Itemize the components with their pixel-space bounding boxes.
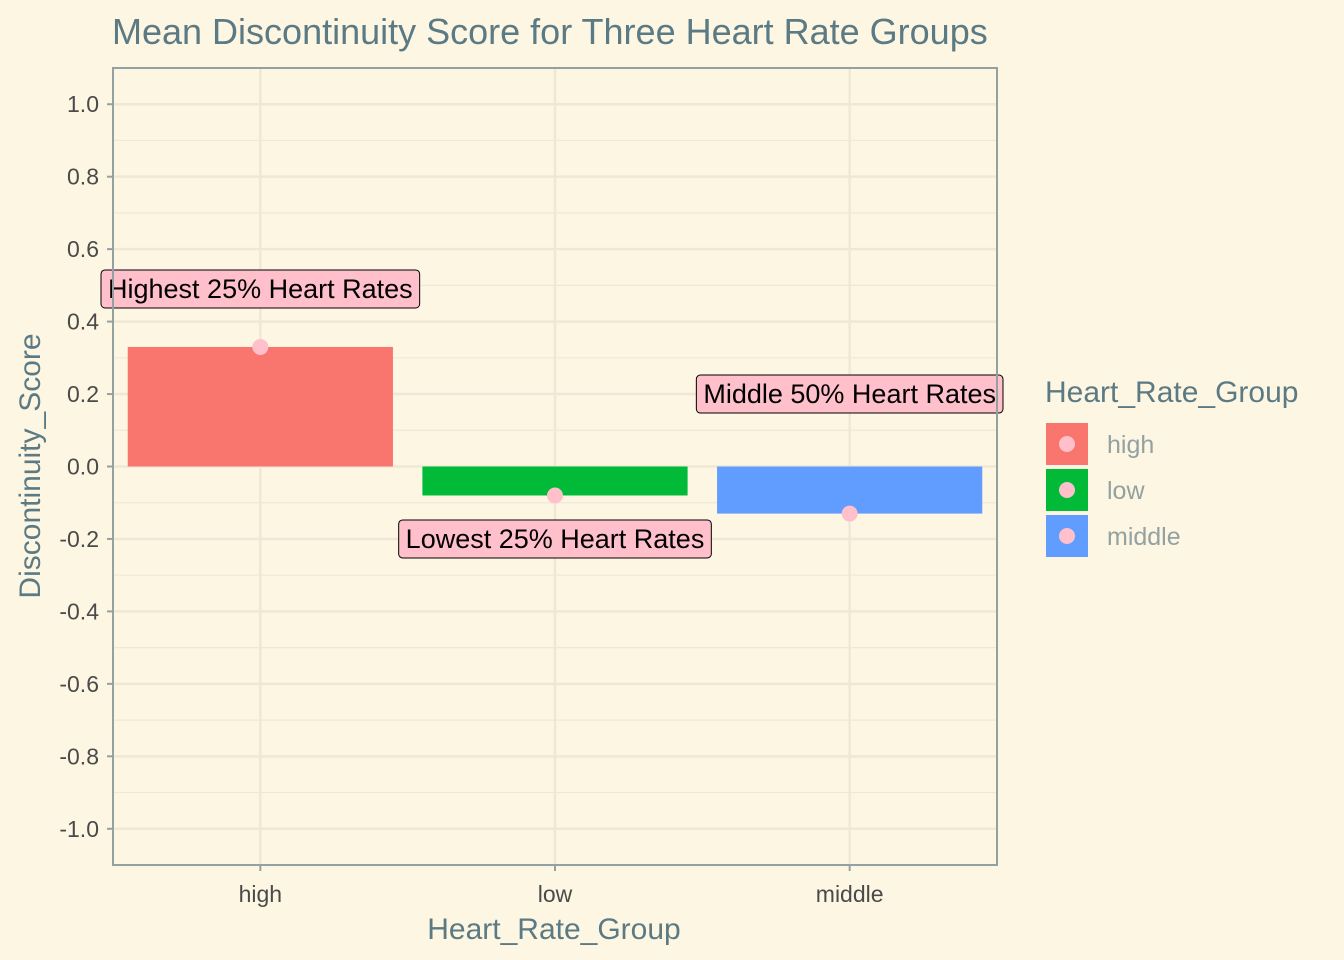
y-tick-label: 0.2 — [67, 381, 99, 407]
annotation-box — [100, 269, 421, 309]
annotation-text: Highest 25% Heart Rates — [108, 274, 413, 304]
legend-label: middle — [1107, 523, 1181, 551]
y-tick-label: 0.6 — [67, 236, 99, 262]
x-tick-label: middle — [816, 881, 884, 907]
point-high — [252, 338, 269, 355]
legend-key-point — [1059, 436, 1075, 452]
x-tick-label: low — [538, 881, 573, 907]
annotation-box — [398, 519, 712, 559]
y-tick-label: 0.8 — [67, 164, 99, 190]
legend-key-point — [1059, 482, 1075, 498]
y-tick-label: 0.4 — [67, 309, 99, 335]
legend-label: low — [1107, 477, 1145, 505]
y-tick-label: -0.4 — [59, 598, 99, 624]
chart-title: Mean Discontinuity Score for Three Heart… — [112, 11, 988, 52]
y-tick-label: 0.0 — [67, 454, 99, 480]
bar-high — [127, 346, 393, 467]
panel-border — [112, 67, 998, 866]
annotation-label: Lowest 25% Heart Rates — [398, 519, 712, 559]
annotation-text: Lowest 25% Heart Rates — [406, 524, 705, 554]
y-tick-label: 1.0 — [67, 91, 99, 117]
legend-title: Heart_Rate_Group — [1045, 376, 1298, 409]
y-tick-label: -0.2 — [59, 526, 99, 552]
x-tick-label: high — [239, 881, 282, 907]
legend-item-high: high — [1046, 423, 1154, 465]
bars — [127, 346, 983, 514]
annotation-label: Middle 50% Heart Rates — [695, 374, 1004, 414]
points — [252, 338, 858, 522]
annotation-text: Middle 50% Heart Rates — [703, 379, 996, 409]
annotation-label: Highest 25% Heart Rates — [100, 269, 421, 309]
y-tick-label: -1.0 — [59, 816, 99, 842]
annotations: Highest 25% Heart Rates Lowest 25% Heart … — [100, 269, 1004, 559]
legend: high low middle — [1046, 423, 1181, 557]
axes: 1.0 0.8 0.6 0.4 0.2 0.0 -0.2 -0.4 -0.6 -0.8 -1.0 hi… — [59, 91, 883, 907]
legend-item-middle: middle — [1046, 515, 1181, 557]
point-middle — [841, 505, 858, 522]
legend-key-point — [1059, 528, 1075, 544]
legend-label: high — [1107, 431, 1154, 459]
legend-item-low: low — [1046, 469, 1145, 511]
annotation-box — [695, 374, 1004, 414]
x-axis-title: Heart_Rate_Group — [427, 913, 680, 946]
y-tick-label: -0.6 — [59, 671, 99, 697]
y-axis-title: Discontinuity_Score — [14, 333, 47, 598]
y-tick-label: -0.8 — [59, 743, 99, 769]
point-low — [547, 487, 563, 504]
